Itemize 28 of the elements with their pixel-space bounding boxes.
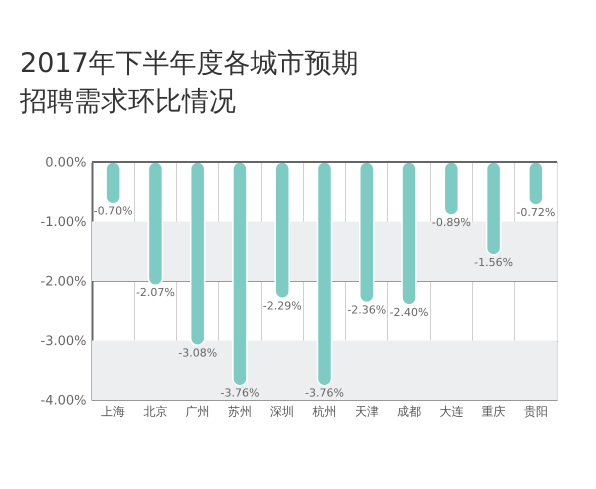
y-tick-label: 0.00% (45, 156, 86, 170)
x-tick-label: 杭州 (312, 404, 336, 418)
data-label: -3.76% (220, 386, 260, 400)
data-label: -0.72% (516, 206, 556, 219)
data-label: -0.89% (432, 216, 471, 229)
x-tick-label: 北京 (143, 404, 168, 418)
y-tick-label: -3.00% (40, 334, 86, 349)
x-tick-label: 成都 (397, 404, 422, 418)
data-label: -3.08% (178, 346, 218, 360)
x-tick-label: 重庆 (482, 404, 506, 418)
x-tick-label: 贵阳 (524, 404, 548, 418)
x-tick-label: 广州 (186, 404, 210, 418)
x-tick-label: 大连 (439, 404, 464, 418)
data-label: -3.76% (305, 386, 344, 400)
chart-title: 2017年下半年度各城市预期招聘需求环比情况 (19, 48, 359, 117)
data-label: -1.56% (474, 256, 514, 269)
data-label: -2.36% (347, 303, 386, 316)
data-label: -0.70% (94, 204, 133, 218)
y-tick-label: -1.00% (40, 215, 86, 230)
y-tick-label: -2.00% (40, 274, 86, 290)
x-tick-label: 苏州 (228, 404, 252, 418)
data-label: -2.40% (390, 306, 429, 319)
x-tick-label: 天津 (354, 404, 379, 418)
x-tick-label: 深圳 (270, 404, 294, 418)
data-label: -2.07% (136, 286, 175, 300)
data-label: -2.29% (262, 299, 302, 312)
y-tick-label: -4.00% (40, 394, 86, 408)
x-tick-label: 上海 (101, 404, 126, 418)
